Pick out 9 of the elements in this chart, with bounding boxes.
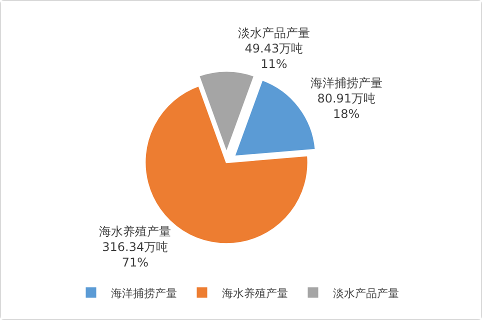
slice-label: 淡水产品产量 (238, 26, 310, 40)
slice-label: 海水养殖产量 (99, 224, 172, 238)
legend-label: 海水养殖产量 (222, 286, 288, 300)
slice-label: 海洋捕捞产量 (310, 76, 382, 90)
data-label: 316.34万吨 71% (102, 240, 168, 270)
legend-label: 淡水产品产量 (333, 286, 399, 300)
data-label: 80.91万吨 18% (317, 92, 376, 122)
legend-label: 海洋捕捞产量 (111, 286, 177, 300)
data-label: 49.43万吨 11% (244, 41, 304, 71)
